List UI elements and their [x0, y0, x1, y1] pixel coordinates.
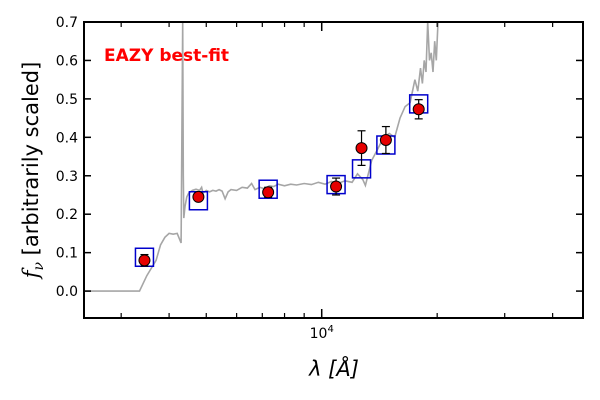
y-tick-label: 0.0 — [56, 284, 78, 300]
y-tick-label: 0.1 — [56, 246, 78, 262]
y-axis-title: fν [arbitrarily scaled] — [19, 62, 47, 281]
y-axis-title-text: [arbitrarily scaled] — [19, 62, 43, 262]
y-axis-title-subscript: ν — [31, 262, 47, 271]
plot-frame — [83, 21, 584, 319]
observed-point — [330, 180, 343, 193]
observed-point — [262, 186, 275, 199]
observed-point — [355, 142, 368, 155]
model-sed-line — [84, 22, 583, 292]
x-tick-label: 104 — [310, 324, 334, 342]
y-tick-label: 0.2 — [56, 207, 78, 223]
observed-point — [379, 134, 392, 147]
y-axis-title-symbol: f — [19, 267, 43, 280]
observed-point — [412, 103, 425, 116]
y-tick-label: 0.3 — [56, 169, 78, 185]
x-tick-label-base: 10 — [310, 326, 328, 342]
y-tick-label: 0.4 — [56, 130, 78, 146]
y-tick-label: 0.5 — [56, 92, 78, 108]
x-tick-label-exponent: 4 — [327, 324, 333, 335]
x-axis-title: λ [Å] — [308, 355, 359, 381]
y-tick-label: 0.7 — [56, 15, 78, 31]
annotation-label: EAZY best-fit — [104, 46, 229, 66]
observed-point — [138, 254, 151, 267]
observed-point — [192, 190, 205, 203]
y-tick-label: 0.6 — [56, 53, 78, 69]
